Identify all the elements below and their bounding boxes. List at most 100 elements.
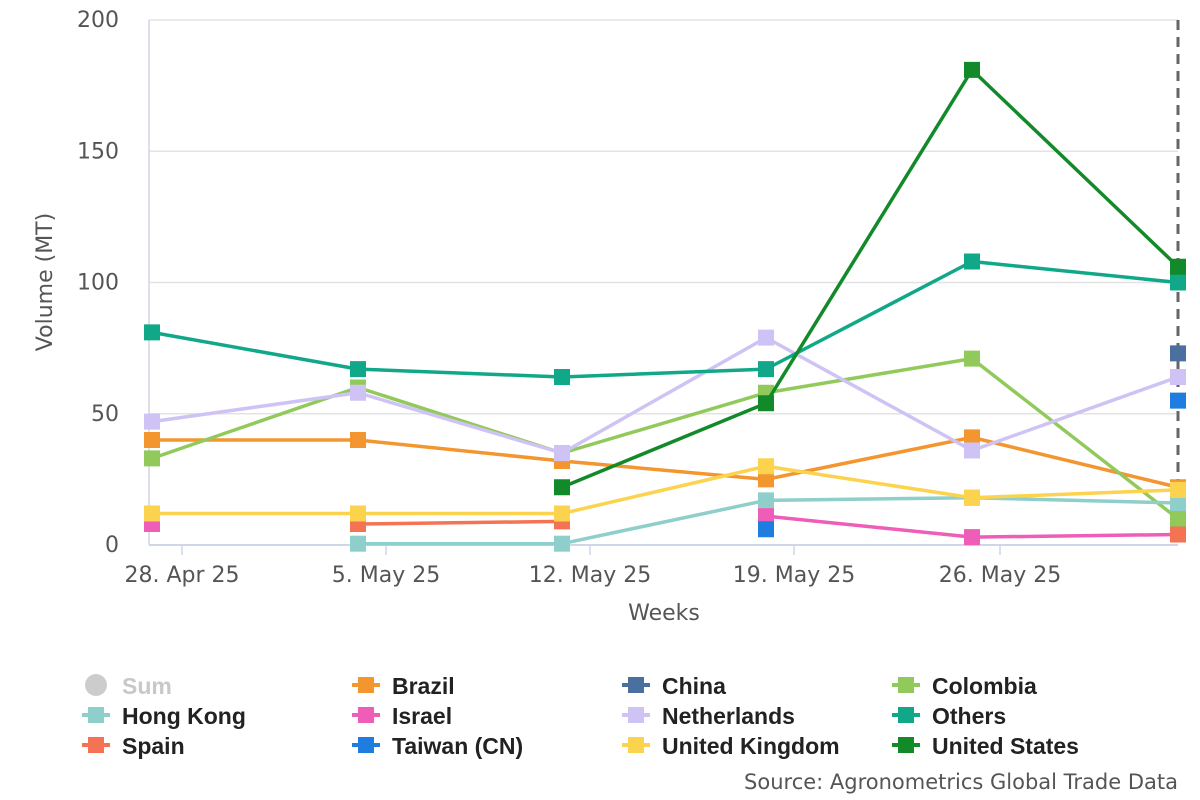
- series-china[interactable]: [1170, 345, 1186, 362]
- series-line: [357, 519, 563, 526]
- legend-item[interactable]: Sum: [85, 673, 172, 699]
- y-tick-label: 150: [77, 139, 119, 164]
- legend-item[interactable]: China: [622, 673, 726, 699]
- data-point[interactable]: [1170, 495, 1186, 511]
- data-point[interactable]: [350, 535, 366, 552]
- data-point[interactable]: [964, 429, 980, 446]
- source-credit: Source: Agronometrics Global Trade Data: [744, 770, 1178, 794]
- data-point[interactable]: [144, 324, 160, 341]
- series-brazil[interactable]: [144, 429, 1186, 496]
- series-line: [151, 259, 1179, 379]
- y-axis-title: Volume (MT): [33, 213, 58, 351]
- data-point[interactable]: [1170, 345, 1186, 362]
- x-tick-label: 28. Apr 25: [124, 563, 239, 588]
- legend-label: United States: [932, 733, 1079, 759]
- x-tick-label: 5. May 25: [332, 563, 440, 588]
- x-axis-title: Weeks: [628, 601, 700, 626]
- data-point[interactable]: [554, 535, 570, 552]
- legend-item[interactable]: Others: [892, 703, 1006, 729]
- data-point[interactable]: [144, 505, 160, 522]
- legend-symbol: [88, 737, 104, 753]
- legend-item[interactable]: Brazil: [352, 673, 455, 699]
- series-others[interactable]: [144, 253, 1186, 386]
- legend-item[interactable]: United States: [892, 733, 1079, 759]
- data-point[interactable]: [758, 521, 774, 538]
- data-point[interactable]: [964, 350, 980, 367]
- data-point[interactable]: [758, 329, 774, 346]
- grid-lines: [149, 19, 1178, 415]
- data-point[interactable]: [964, 61, 980, 78]
- legend-item[interactable]: United Kingdom: [622, 733, 840, 759]
- legend-item[interactable]: Netherlands: [622, 703, 795, 729]
- legend-item[interactable]: Colombia: [892, 673, 1037, 699]
- legend-label: Netherlands: [662, 703, 795, 729]
- legend-item[interactable]: Spain: [82, 733, 185, 759]
- legend-item[interactable]: Hong Kong: [82, 703, 246, 729]
- legend-item[interactable]: Taiwan (CN): [352, 733, 523, 759]
- legend-item[interactable]: Israel: [352, 703, 452, 729]
- data-point[interactable]: [964, 442, 980, 459]
- legend-symbol: [358, 737, 374, 753]
- legend: Sum Brazil China Colombia Hong Kong Israel Net…: [82, 673, 1079, 759]
- data-point[interactable]: [144, 413, 160, 430]
- legend-symbol: [358, 677, 374, 693]
- legend-symbol: [898, 707, 914, 723]
- data-point[interactable]: [758, 492, 774, 509]
- x-tick-label: 19. May 25: [733, 563, 855, 588]
- legend-symbol: [358, 707, 374, 723]
- series-united-kingdom[interactable]: [144, 458, 1186, 522]
- data-point[interactable]: [554, 445, 570, 462]
- legend-symbol: [898, 737, 914, 753]
- legend-label: Brazil: [392, 673, 455, 699]
- legend-symbol: [88, 707, 104, 723]
- y-tick-label: 100: [77, 271, 119, 296]
- data-point[interactable]: [350, 432, 366, 448]
- series-layer: [144, 61, 1186, 552]
- legend-label: Sum: [122, 673, 172, 699]
- series-taiwan-cn-[interactable]: [758, 392, 1186, 538]
- legend-label: Colombia: [932, 673, 1037, 699]
- series-united-states[interactable]: [554, 61, 1186, 496]
- data-point[interactable]: [758, 361, 774, 378]
- legend-label: United Kingdom: [662, 733, 840, 759]
- legend-symbol: [898, 677, 914, 693]
- x-tick-label: 12. May 25: [529, 563, 651, 588]
- data-point[interactable]: [1170, 526, 1186, 543]
- data-point[interactable]: [1170, 274, 1186, 291]
- series-line: [152, 435, 1179, 489]
- data-point[interactable]: [964, 489, 980, 506]
- legend-symbol: [628, 707, 644, 723]
- legend-label: China: [662, 673, 726, 699]
- series-line: [152, 464, 1179, 516]
- series-netherlands[interactable]: [144, 329, 1186, 462]
- data-point[interactable]: [1170, 392, 1186, 409]
- data-point[interactable]: [1170, 258, 1186, 275]
- y-tick-label: 0: [105, 533, 119, 558]
- data-point[interactable]: [1170, 481, 1186, 498]
- data-point[interactable]: [144, 450, 160, 467]
- legend-label: Israel: [392, 703, 452, 729]
- data-point[interactable]: [758, 458, 774, 475]
- data-point[interactable]: [758, 508, 774, 525]
- legend-label: Spain: [122, 733, 185, 759]
- legend-symbol: [628, 677, 644, 693]
- data-point[interactable]: [350, 361, 366, 378]
- data-point[interactable]: [554, 479, 570, 496]
- data-point[interactable]: [964, 253, 980, 270]
- data-point[interactable]: [144, 432, 160, 448]
- data-point[interactable]: [1170, 369, 1186, 385]
- data-point[interactable]: [758, 471, 774, 488]
- data-point[interactable]: [554, 369, 570, 385]
- data-point[interactable]: [758, 395, 774, 412]
- series-line: [151, 335, 1179, 455]
- data-point[interactable]: [1170, 510, 1186, 527]
- legend-symbol: [85, 674, 107, 696]
- data-point[interactable]: [964, 529, 980, 546]
- y-tick-label: 200: [77, 8, 119, 33]
- data-point[interactable]: [350, 384, 366, 401]
- data-point[interactable]: [554, 505, 570, 522]
- data-point[interactable]: [350, 505, 366, 522]
- legend-label: Taiwan (CN): [392, 733, 523, 759]
- x-tick-label: 26. May 25: [939, 563, 1061, 588]
- y-tick-label: 50: [91, 402, 119, 427]
